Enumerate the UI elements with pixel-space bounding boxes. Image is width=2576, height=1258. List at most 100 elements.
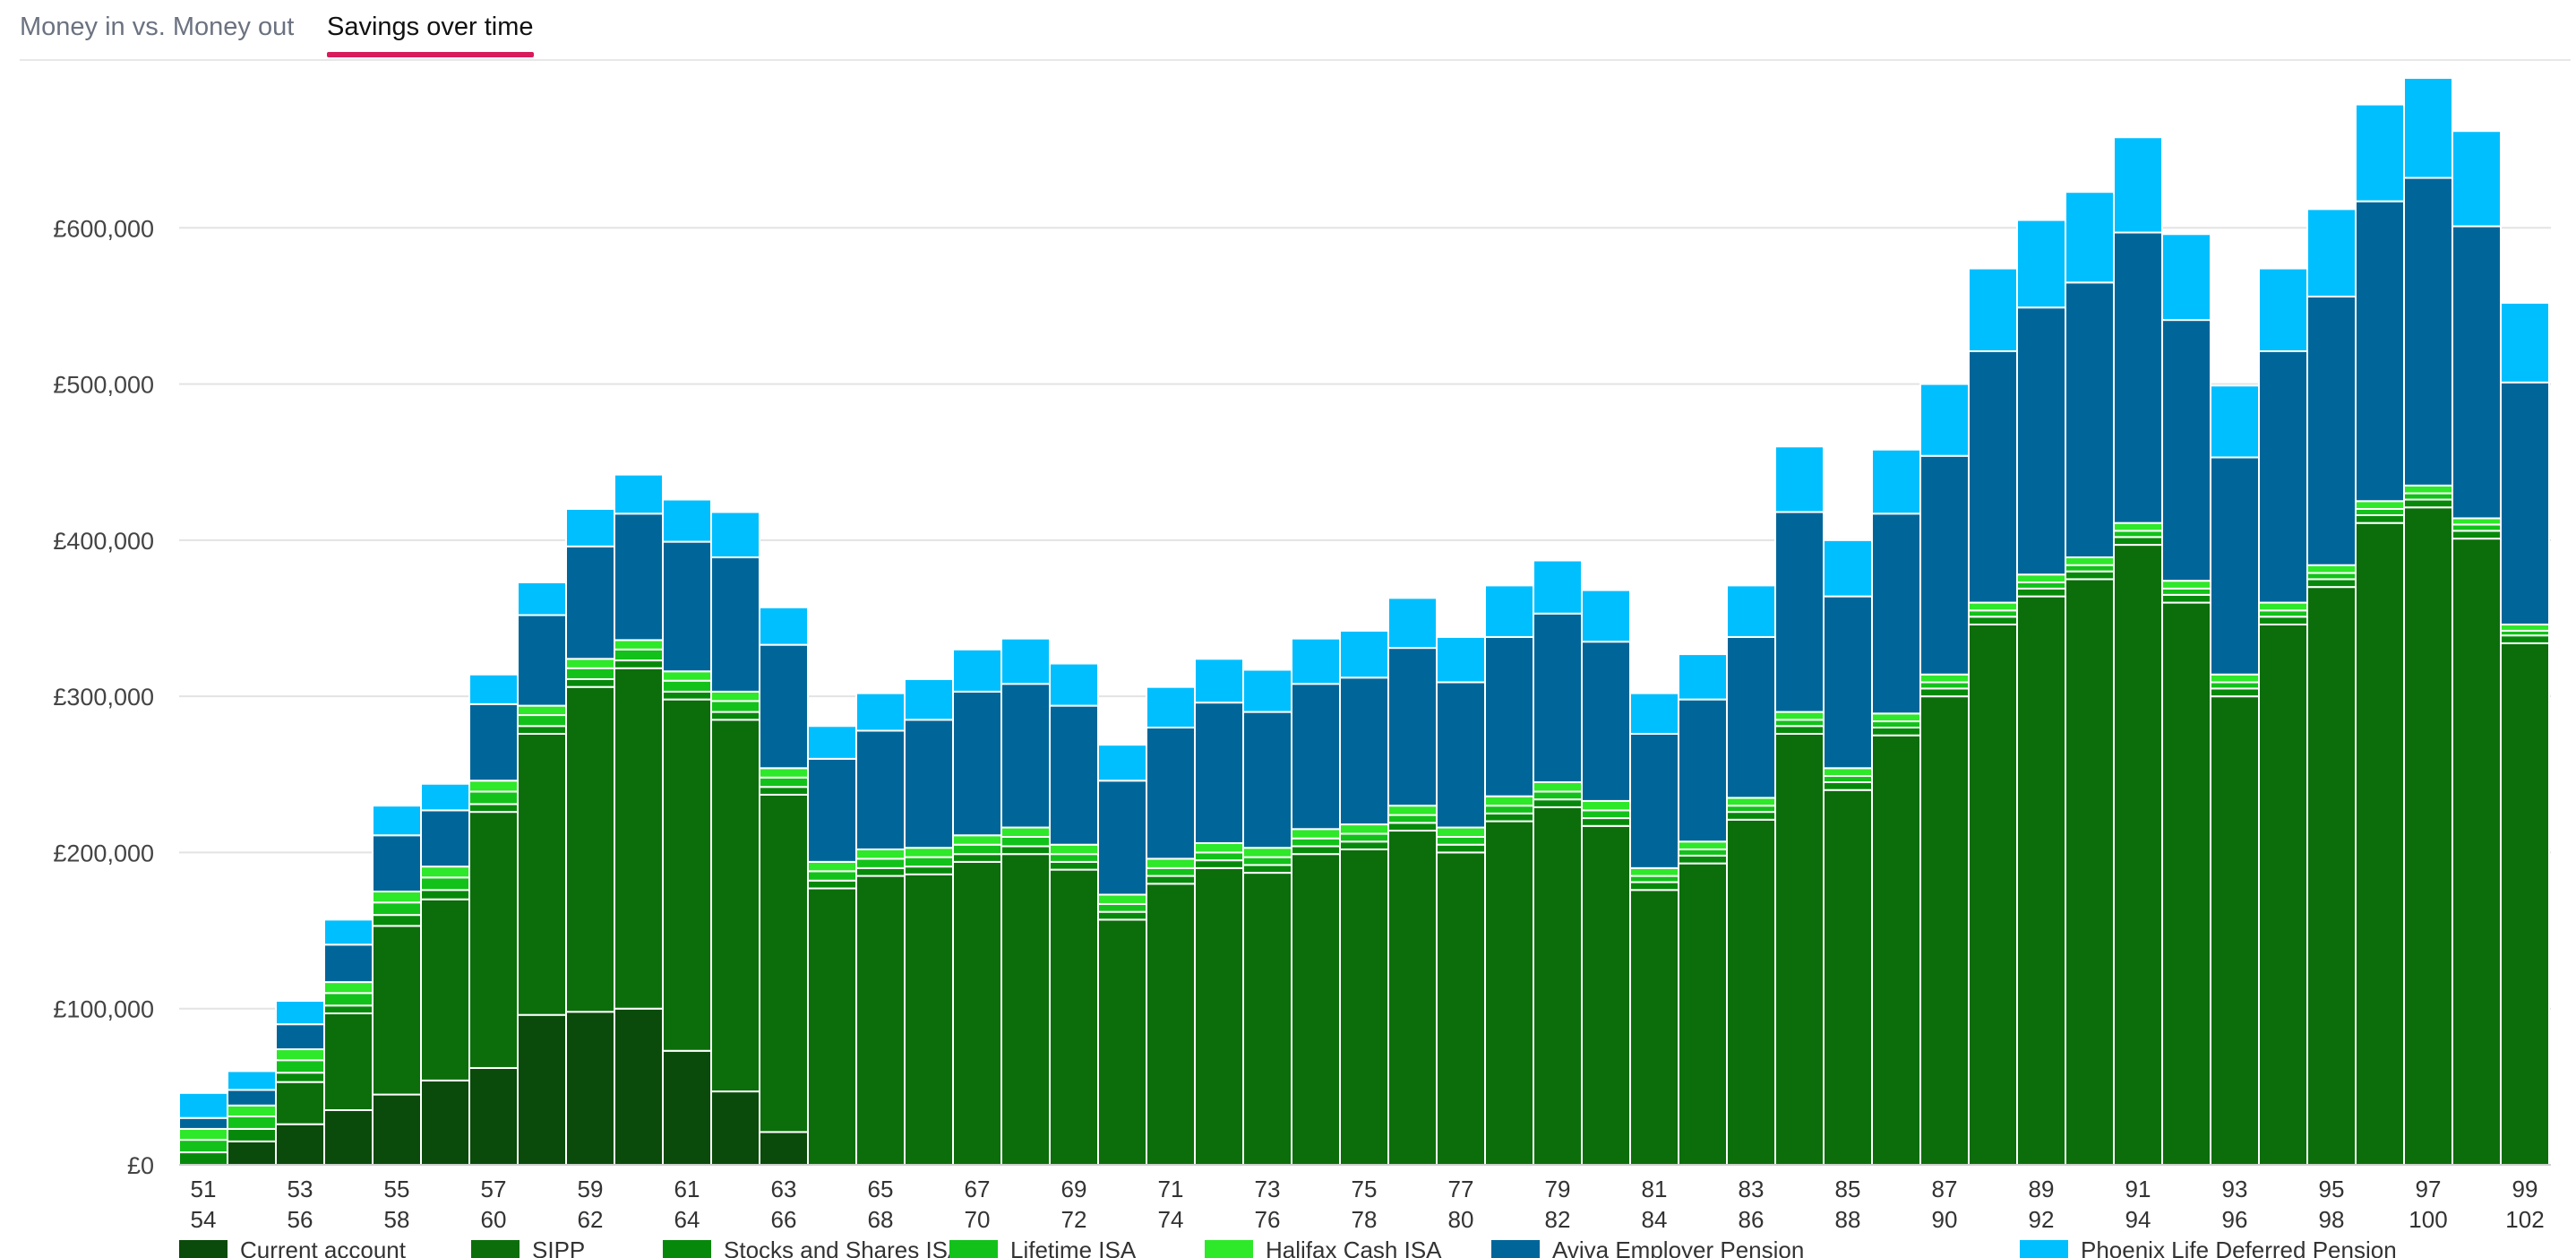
- tab-money-in-vs-money-out[interactable]: Money in vs. Money out: [20, 9, 294, 45]
- x-tick-label-secondary: 74: [1158, 1206, 1184, 1233]
- bar-segment: [2403, 76, 2453, 179]
- bar-segment: [2065, 564, 2115, 573]
- bar-segment: [372, 805, 422, 837]
- x-tick-label: 95: [2319, 1176, 2345, 1202]
- bar-segment: [2500, 381, 2550, 625]
- bar-segment: [2403, 506, 2453, 1166]
- y-tick-label: £400,000: [53, 528, 154, 555]
- bar-segment: [1533, 612, 1583, 783]
- bar-segment: [1871, 727, 1921, 737]
- bar-segment: [420, 889, 470, 900]
- bar-segment: [1436, 851, 1486, 1167]
- bar-segment: [1533, 790, 1583, 801]
- bar-segment: [1291, 837, 1341, 848]
- bar-segment: [323, 1109, 374, 1166]
- legend-swatch: [179, 1240, 228, 1258]
- bar-segment: [1000, 853, 1051, 1167]
- bar-segment: [710, 711, 760, 721]
- bar-segment: [807, 887, 857, 1166]
- bar-segment: [614, 639, 664, 651]
- bar-segment: [1581, 817, 1631, 827]
- bar-segment: [227, 1104, 277, 1117]
- bar-segment: [372, 914, 422, 927]
- x-tick-label-secondary: 54: [191, 1206, 217, 1233]
- bar-segment: [807, 860, 857, 873]
- bar-segment: [2016, 581, 2066, 590]
- bar-segment: [468, 790, 519, 806]
- bar-segment: [1823, 775, 1873, 783]
- bar-segment: [323, 1012, 374, 1112]
- bar-segment: [710, 690, 760, 702]
- bar-segment: [904, 719, 954, 849]
- x-tick-label-secondary: 60: [481, 1206, 507, 1233]
- bar-segment: [1774, 711, 1825, 721]
- bar-segment: [1194, 702, 1244, 844]
- bar-segment: [2210, 456, 2260, 676]
- bar-segment: [807, 879, 857, 890]
- legend-label: SIPP: [532, 1240, 586, 1258]
- bar-segment: [1533, 781, 1583, 793]
- bar-segment: [1871, 712, 1921, 723]
- bar-segment: [1146, 857, 1196, 869]
- x-tick-label-secondary: 58: [384, 1206, 410, 1233]
- bar-segment: [1871, 720, 1921, 728]
- bar-segment: [1146, 685, 1196, 729]
- bar-segment: [1484, 584, 1534, 638]
- bar-segment: [323, 944, 374, 984]
- legend-label: Stocks and Shares ISA: [724, 1240, 964, 1258]
- bar-segment: [420, 866, 470, 879]
- bar-segment: [904, 856, 954, 868]
- bar-segment: [2113, 231, 2163, 524]
- bar-segment: [1484, 795, 1534, 807]
- legend-swatch: [949, 1240, 998, 1258]
- bar-segment: [468, 811, 519, 1069]
- tab-savings-over-time[interactable]: Savings over time: [327, 9, 534, 57]
- bar-segment: [323, 918, 374, 946]
- x-tick-label-secondary: 56: [288, 1206, 313, 1233]
- bar-segment: [227, 1140, 277, 1167]
- x-tick-label: 93: [2222, 1176, 2248, 1202]
- bar-segment: [2161, 587, 2211, 596]
- bar-segment: [855, 875, 906, 1166]
- bar-segment: [855, 857, 906, 869]
- bar-segment: [1581, 824, 1631, 1166]
- bar-segment: [1629, 692, 1679, 735]
- bar-segment: [178, 1116, 228, 1130]
- bar-segment: [1049, 662, 1099, 707]
- x-tick-label-secondary: 72: [1061, 1206, 1087, 1233]
- bar-segment: [855, 729, 906, 850]
- bar-segment: [1533, 798, 1583, 808]
- bar-segment: [1484, 805, 1534, 814]
- bar-segment: [2306, 564, 2357, 574]
- bar-segment: [1000, 826, 1051, 838]
- bar-segment: [1049, 868, 1099, 1166]
- bar-segment: [2306, 572, 2357, 581]
- bar-segment: [323, 1004, 374, 1014]
- bar-segment: [2065, 281, 2115, 559]
- legend-label: Phoenix Life Deferred Pension: [2081, 1240, 2397, 1258]
- bar-segment: [2258, 623, 2308, 1166]
- bar-segment: [662, 679, 712, 693]
- x-tick-label-secondary: 98: [2319, 1206, 2345, 1233]
- bar-segment: [1726, 818, 1776, 1166]
- bar-segment: [517, 714, 567, 728]
- bar-segment: [2258, 609, 2308, 618]
- bar-segment: [1581, 799, 1631, 812]
- bar-segment: [1387, 597, 1438, 650]
- bar-segment: [1726, 797, 1776, 807]
- x-tick-label-secondary: 86: [1739, 1206, 1765, 1233]
- bar-segment: [1242, 856, 1292, 866]
- bar-segment: [2065, 556, 2115, 566]
- bar-segment: [1387, 647, 1438, 807]
- bar-segment: [1823, 539, 1873, 598]
- bar-segment: [323, 992, 374, 1007]
- bar-segment: [1291, 853, 1341, 1167]
- bar-segment: [904, 847, 954, 858]
- bar-segment: [1968, 623, 2018, 1166]
- bar-segment: [1242, 847, 1292, 858]
- bar-segment: [710, 700, 760, 713]
- bar-segment: [1919, 695, 1970, 1166]
- bar-segment: [1291, 845, 1341, 856]
- bar-segment: [1339, 840, 1389, 850]
- bar-segment: [2210, 687, 2260, 698]
